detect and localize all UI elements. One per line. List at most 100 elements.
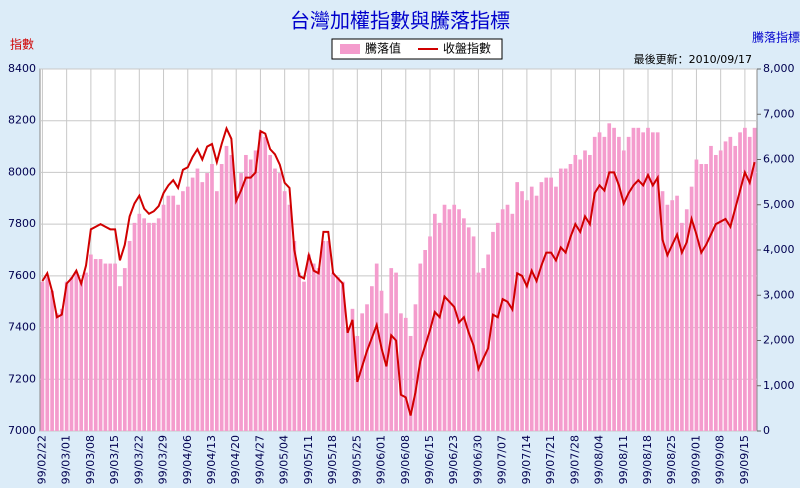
y-tick-label: 7800 xyxy=(8,217,36,230)
bar xyxy=(297,272,302,431)
x-tick-label: 99/08/18 xyxy=(641,435,654,484)
bar xyxy=(588,154,592,431)
bar xyxy=(738,132,742,431)
x-tick-label: 99/06/01 xyxy=(375,435,388,484)
legend-swatch xyxy=(340,44,360,54)
bar xyxy=(447,209,452,431)
bar xyxy=(539,182,544,431)
bar xyxy=(69,277,74,431)
bar xyxy=(161,204,166,431)
bar xyxy=(190,177,195,431)
bar xyxy=(399,313,403,431)
bar xyxy=(476,272,481,431)
bar xyxy=(718,150,723,431)
bar xyxy=(568,164,573,431)
y-tick-label: 8000 xyxy=(8,165,36,178)
bar xyxy=(651,132,655,431)
x-tick-label: 99/02/22 xyxy=(35,435,48,484)
bar xyxy=(713,154,718,431)
bar xyxy=(723,141,728,431)
bar xyxy=(273,168,277,432)
x-tick-label: 99/05/25 xyxy=(350,435,363,484)
bar xyxy=(583,150,587,431)
bar xyxy=(408,335,413,431)
bar xyxy=(505,204,510,431)
bar xyxy=(40,281,45,431)
x-tick-label: 99/06/15 xyxy=(423,435,436,484)
bar xyxy=(660,191,665,431)
y-tick-label: 8200 xyxy=(8,114,36,127)
bar xyxy=(84,272,88,431)
bar xyxy=(171,195,176,431)
x-tick-label: 99/07/07 xyxy=(496,435,509,484)
bar xyxy=(181,191,185,431)
bar xyxy=(132,222,137,431)
bar xyxy=(287,204,292,431)
y-tick-label: 7400 xyxy=(8,321,36,334)
y2-tick-label: 3,000 xyxy=(763,288,795,301)
bar xyxy=(205,173,209,431)
bar xyxy=(471,236,476,431)
bar xyxy=(156,218,161,431)
bar xyxy=(103,263,108,431)
x-tick-label: 99/06/08 xyxy=(399,435,412,484)
bar xyxy=(118,286,122,431)
y2-tick-label: 5,000 xyxy=(763,198,795,211)
bar xyxy=(113,263,117,431)
bar xyxy=(592,136,597,431)
bar xyxy=(612,127,616,431)
bar xyxy=(418,263,423,431)
bar xyxy=(185,186,190,431)
bar xyxy=(549,177,553,431)
bar xyxy=(268,154,272,431)
bar xyxy=(263,136,268,431)
bar xyxy=(631,127,636,431)
bar xyxy=(389,268,394,431)
bar xyxy=(355,335,360,431)
bar xyxy=(360,313,365,431)
bar xyxy=(248,159,253,431)
bar xyxy=(93,259,98,431)
bar xyxy=(694,159,699,431)
bar xyxy=(554,186,558,431)
bar xyxy=(108,263,113,431)
bar xyxy=(733,145,738,432)
bar xyxy=(515,182,520,431)
bar xyxy=(229,154,234,431)
bar xyxy=(253,150,258,431)
bar xyxy=(137,213,142,431)
bar xyxy=(98,259,103,431)
bar xyxy=(563,168,568,432)
bar xyxy=(655,132,660,431)
x-tick-label: 99/08/11 xyxy=(617,435,630,484)
bar xyxy=(437,222,442,431)
bar xyxy=(282,191,287,431)
bar xyxy=(55,313,59,431)
bar xyxy=(520,191,524,431)
bar xyxy=(573,154,578,431)
x-tick-label: 99/04/20 xyxy=(229,435,242,484)
bar xyxy=(428,236,432,431)
bar xyxy=(680,222,684,431)
bar xyxy=(244,154,248,431)
x-tick-label: 99/08/04 xyxy=(593,435,606,484)
bar xyxy=(544,177,549,431)
bar xyxy=(166,195,171,431)
bar xyxy=(491,231,495,431)
y2-tick-label: 6,000 xyxy=(763,153,795,166)
bar xyxy=(239,173,243,431)
bar xyxy=(743,127,747,431)
bar xyxy=(675,195,679,431)
bar xyxy=(510,213,515,431)
bar xyxy=(728,136,733,431)
bar xyxy=(350,308,355,431)
bar xyxy=(292,240,297,431)
bar xyxy=(481,268,486,431)
bar xyxy=(89,254,93,431)
bar xyxy=(321,240,326,431)
bar xyxy=(258,132,263,431)
bar xyxy=(176,204,180,431)
bar xyxy=(307,254,311,431)
y2-tick-label: 8,000 xyxy=(763,62,795,75)
bar xyxy=(534,195,539,431)
